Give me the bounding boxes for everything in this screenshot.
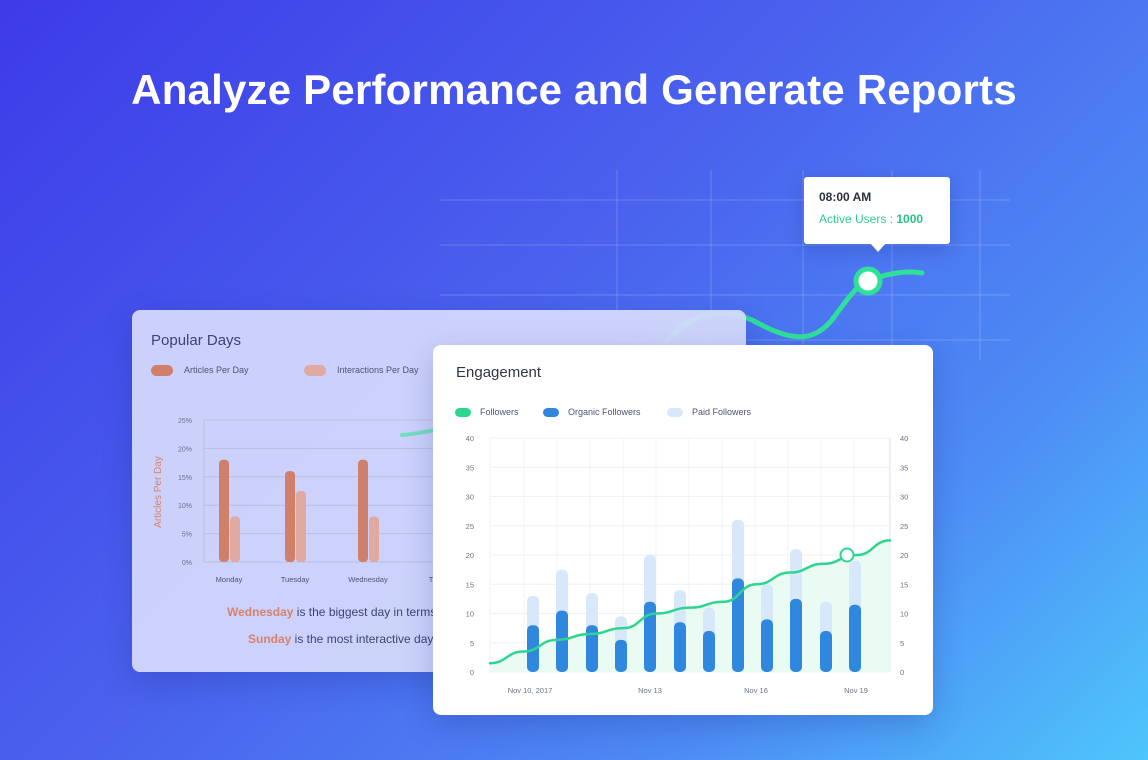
tooltip-pointer xyxy=(870,243,886,252)
active-users-point xyxy=(853,266,883,296)
legend-paid-label: Paid Followers xyxy=(692,407,752,417)
engagement-chart: 0 0 5 5 10 10 15 15 20 20 25 25 30 30 35 35 40 40 Nov 10, … xyxy=(466,434,909,695)
insight-interactive-day: Sunday is the most interactive day w xyxy=(248,632,445,646)
legend-organic-label: Organic Followers xyxy=(568,407,641,417)
tooltip-active-users: Active Users : 1000 xyxy=(819,212,923,226)
engagement-bar-organic xyxy=(761,619,773,672)
insight-biggest-day: Wednesday is the biggest day in terms o xyxy=(227,605,446,619)
engagement-y-tick-left: 40 xyxy=(466,434,474,443)
engagement-y-tick-right: 40 xyxy=(900,434,908,443)
engagement-y-tick-left: 15 xyxy=(466,580,474,589)
engagement-y-tick-right: 5 xyxy=(900,639,904,648)
popular-y-tick: 25% xyxy=(178,418,192,425)
engagement-y-tick-left: 5 xyxy=(470,639,474,648)
tooltip-active-users-value: 1000 xyxy=(896,212,924,226)
engagement-y-tick-left: 25 xyxy=(466,522,474,531)
engagement-bar-organic xyxy=(615,639,627,672)
legend-interactions-label: Interactions Per Day xyxy=(337,365,419,375)
engagement-y-tick-right: 10 xyxy=(900,610,908,619)
popular-y-tick: 5% xyxy=(182,532,192,539)
engagement-y-tick-right: 0 xyxy=(900,668,904,677)
insight-biggest-day-name: Wednesday xyxy=(227,605,294,619)
legend-paid-swatch xyxy=(667,408,683,417)
engagement-x-tick: Nov 10, 2017 xyxy=(508,686,553,695)
popular-y-axis-label: Articles Per Day xyxy=(153,456,164,528)
popular-y-tick: 15% xyxy=(178,475,192,482)
insight-interactive-day-text: is the most interactive day w xyxy=(291,632,446,646)
engagement-y-tick-right: 35 xyxy=(900,463,908,472)
engagement-y-tick-left: 0 xyxy=(470,668,474,677)
legend-followers-swatch xyxy=(455,408,471,417)
engagement-y-tick-left: 35 xyxy=(466,463,474,472)
tooltip-time: 08:00 AM xyxy=(819,190,872,204)
popular-bar-interactions xyxy=(296,491,306,562)
engagement-card: Engagement Followers Organic Followers P… xyxy=(433,345,933,715)
engagement-followers-line xyxy=(488,539,892,665)
popular-bar-articles xyxy=(358,459,368,562)
popular-background-line xyxy=(400,428,439,437)
tooltip-active-users-label: Active Users : xyxy=(819,212,897,226)
legend-interactions-swatch xyxy=(304,365,326,376)
page-headline: Analyze Performance and Generate Reports xyxy=(131,66,1017,113)
popular-bar-articles xyxy=(285,471,295,562)
engagement-y-tick-left: 20 xyxy=(466,551,474,560)
engagement-bar-organic xyxy=(849,604,861,672)
legend-articles-swatch xyxy=(151,365,173,376)
engagement-y-tick-left: 30 xyxy=(466,493,474,502)
engagement-bar-organic xyxy=(703,631,715,672)
engagement-bar-organic xyxy=(674,622,686,672)
engagement-bar-organic xyxy=(586,625,598,672)
legend-followers-label: Followers xyxy=(480,407,519,417)
insight-interactive-day-name: Sunday xyxy=(248,632,292,646)
engagement-y-tick-right: 15 xyxy=(900,580,908,589)
engagement-y-tick-right: 20 xyxy=(900,551,908,560)
engagement-y-tick-right: 30 xyxy=(900,493,908,502)
popular-x-tick: Tuesday xyxy=(281,575,310,584)
engagement-bar-organic xyxy=(644,601,656,672)
popular-x-tick: Wednesday xyxy=(348,575,388,584)
popular-y-tick: 0% xyxy=(182,560,192,567)
popular-y-tick: 10% xyxy=(178,503,192,510)
active-users-tooltip: 08:00 AM Active Users : 1000 xyxy=(804,177,950,252)
popular-x-tick: T xyxy=(429,575,434,584)
engagement-title: Engagement xyxy=(456,364,542,381)
engagement-bar-organic xyxy=(732,578,744,672)
legend-articles-label: Articles Per Day xyxy=(184,365,249,375)
engagement-bar-organic xyxy=(820,631,832,672)
engagement-bar-organic xyxy=(790,598,802,672)
engagement-y-tick-left: 10 xyxy=(466,610,474,619)
popular-bar-interactions xyxy=(230,516,240,562)
popular-bar-interactions xyxy=(369,516,379,562)
engagement-followers-highlight-point xyxy=(839,547,855,563)
popular-x-tick: Monday xyxy=(216,575,243,584)
engagement-y-tick-right: 25 xyxy=(900,522,908,531)
engagement-x-tick: Nov 19 xyxy=(844,686,868,695)
engagement-x-tick: Nov 13 xyxy=(638,686,662,695)
popular-bar-articles xyxy=(219,459,229,562)
insight-biggest-day-text: is the biggest day in terms o xyxy=(293,605,447,619)
popular-days-title: Popular Days xyxy=(151,332,242,349)
engagement-bar-organic xyxy=(556,610,568,672)
legend-organic-swatch xyxy=(543,408,559,417)
popular-y-tick: 20% xyxy=(178,446,192,453)
engagement-x-tick: Nov 16 xyxy=(744,686,768,695)
